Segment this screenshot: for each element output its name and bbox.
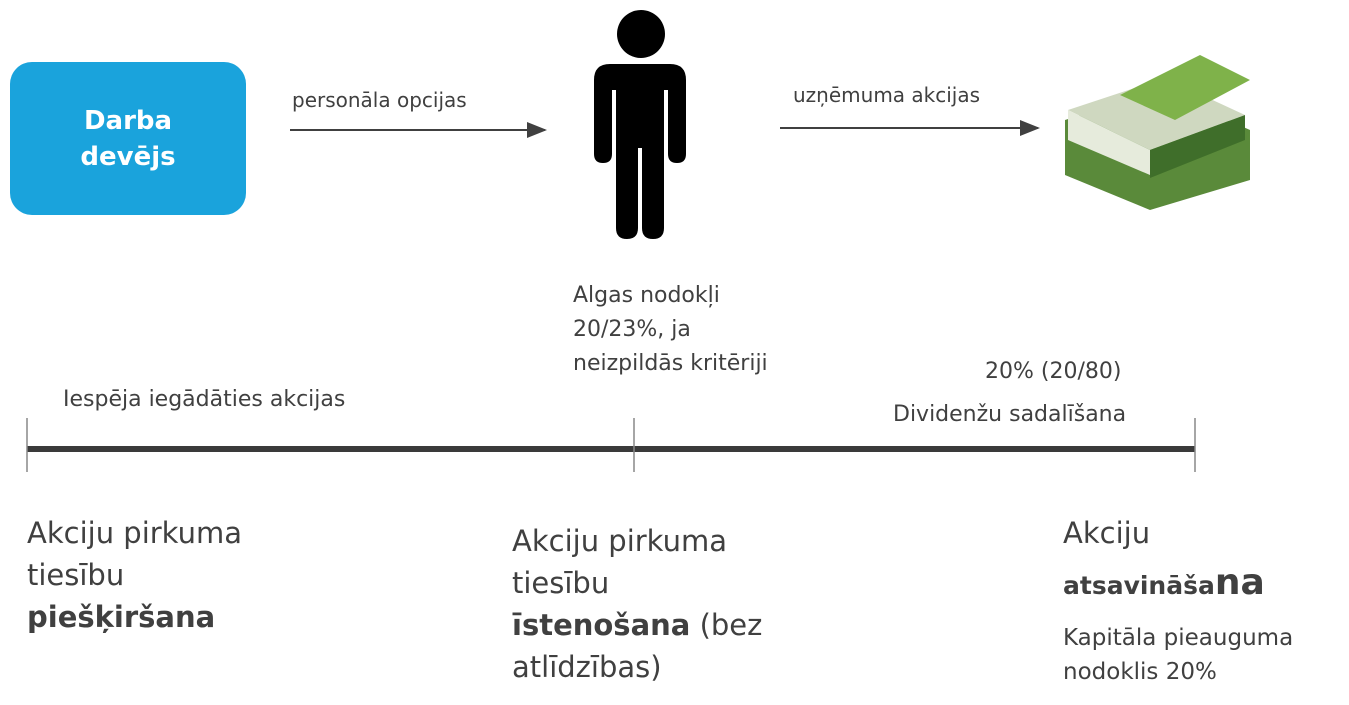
text-line: Akciju — [1063, 512, 1293, 554]
arrow-label: uzņēmuma akcijas — [793, 83, 980, 107]
employer-label: Darba — [84, 103, 172, 139]
stage: Akciju atsavināšana Kapitāla pieauguma n… — [1063, 512, 1293, 689]
text-line: Akciju pirkuma — [27, 512, 242, 554]
text-line: 20/23%, ja — [573, 313, 768, 347]
text: (bez — [690, 608, 762, 642]
payroll-tax: Algas nodokļi 20/23%, ja neizpildās krit… — [573, 279, 768, 381]
text-line: tiesību — [512, 562, 762, 604]
stage: Akciju pirkuma tiesību piešķiršana — [27, 512, 242, 638]
text-line: Akciju pirkuma — [512, 520, 762, 562]
text-line: nodoklis 20% — [1063, 655, 1293, 689]
money-icon — [1065, 55, 1250, 210]
employer-label: devējs — [80, 139, 175, 175]
stage: Akciju pirkuma tiesību īstenošana (bez a… — [512, 520, 762, 688]
text-bold: piešķiršana — [27, 600, 215, 634]
page: Darba devējs personāla opcijas uzņēmuma … — [0, 0, 1349, 705]
text-line: atlīdzības) — [512, 646, 762, 688]
text-line: Algas nodokļi — [573, 279, 768, 313]
dividend-label: Dividenžu sadalīšana — [893, 398, 1126, 432]
period-label: Iespēja iegādāties akcijas — [63, 383, 345, 417]
dividend-rate: 20% (20/80) — [985, 355, 1121, 389]
text-line: tiesību — [27, 554, 242, 596]
employer-box: Darba devējs — [10, 62, 246, 215]
text-bold: atsavināša — [1063, 571, 1215, 600]
text-bold: īstenošana — [512, 608, 690, 642]
person-icon — [594, 10, 686, 239]
arrow-label: personāla opcijas — [292, 88, 467, 112]
text-line: neizpildās kritēriji — [573, 347, 768, 381]
text-line: Kapitāla pieauguma — [1063, 621, 1293, 655]
text-bold: na — [1215, 562, 1265, 603]
